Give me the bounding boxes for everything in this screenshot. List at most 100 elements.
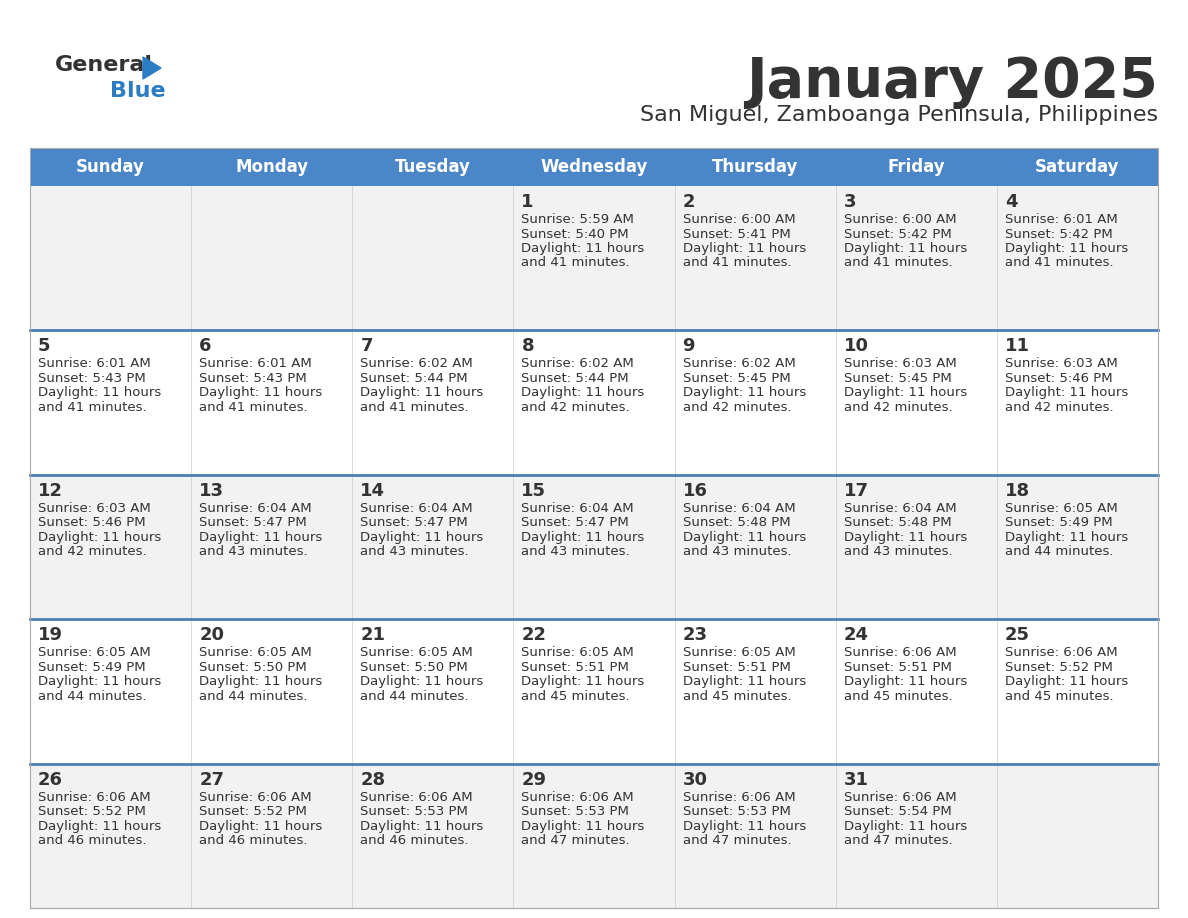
Text: Friday: Friday (887, 158, 946, 176)
Text: San Miguel, Zamboanga Peninsula, Philippines: San Miguel, Zamboanga Peninsula, Philipp… (640, 105, 1158, 125)
Text: 21: 21 (360, 626, 385, 644)
Text: Sunrise: 6:05 AM: Sunrise: 6:05 AM (1005, 502, 1118, 515)
Bar (835, 620, 997, 764)
Text: Sunrise: 6:06 AM: Sunrise: 6:06 AM (843, 790, 956, 803)
Text: Thursday: Thursday (712, 158, 798, 176)
Text: Sunrise: 6:06 AM: Sunrise: 6:06 AM (843, 646, 956, 659)
Text: and 45 minutes.: and 45 minutes. (1005, 689, 1113, 702)
Text: and 46 minutes.: and 46 minutes. (38, 834, 146, 847)
Bar (513, 148, 675, 186)
Text: Monday: Monday (235, 158, 308, 176)
Text: Sunrise: 6:01 AM: Sunrise: 6:01 AM (200, 357, 312, 370)
Text: Sunset: 5:51 PM: Sunset: 5:51 PM (683, 661, 790, 674)
Text: Daylight: 11 hours: Daylight: 11 hours (200, 676, 322, 688)
Bar (997, 186, 1158, 330)
Text: Sunset: 5:47 PM: Sunset: 5:47 PM (360, 516, 468, 530)
Text: Sunset: 5:52 PM: Sunset: 5:52 PM (1005, 661, 1113, 674)
Text: Sunrise: 6:03 AM: Sunrise: 6:03 AM (38, 502, 151, 515)
Bar (513, 475, 675, 620)
Text: and 42 minutes.: and 42 minutes. (683, 401, 791, 414)
Text: Sunrise: 6:04 AM: Sunrise: 6:04 AM (522, 502, 634, 515)
Text: and 41 minutes.: and 41 minutes. (843, 256, 953, 270)
Text: Sunrise: 6:06 AM: Sunrise: 6:06 AM (522, 790, 634, 803)
Text: and 46 minutes.: and 46 minutes. (200, 834, 308, 847)
Text: and 43 minutes.: and 43 minutes. (522, 545, 630, 558)
Bar (30, 148, 1158, 908)
Text: Daylight: 11 hours: Daylight: 11 hours (683, 820, 805, 833)
Text: 7: 7 (360, 338, 373, 355)
Text: Sunset: 5:41 PM: Sunset: 5:41 PM (683, 228, 790, 241)
Text: 18: 18 (1005, 482, 1030, 499)
Bar (513, 330, 675, 475)
Bar (513, 186, 675, 330)
Text: Sunrise: 6:05 AM: Sunrise: 6:05 AM (683, 646, 795, 659)
Text: Daylight: 11 hours: Daylight: 11 hours (683, 676, 805, 688)
Bar (30, 764, 191, 908)
Bar (675, 186, 835, 330)
Text: 28: 28 (360, 770, 385, 789)
Text: Sunset: 5:40 PM: Sunset: 5:40 PM (522, 228, 630, 241)
Text: 5: 5 (38, 338, 51, 355)
Text: 12: 12 (38, 482, 63, 499)
Text: Sunrise: 6:04 AM: Sunrise: 6:04 AM (843, 502, 956, 515)
Text: and 42 minutes.: and 42 minutes. (38, 545, 146, 558)
Bar (353, 186, 513, 330)
Text: 17: 17 (843, 482, 868, 499)
Bar (30, 330, 191, 475)
Text: Daylight: 11 hours: Daylight: 11 hours (360, 676, 484, 688)
Text: and 45 minutes.: and 45 minutes. (843, 689, 953, 702)
Text: Daylight: 11 hours: Daylight: 11 hours (38, 531, 162, 543)
Text: Sunset: 5:52 PM: Sunset: 5:52 PM (200, 805, 307, 818)
Text: 9: 9 (683, 338, 695, 355)
Text: Sunset: 5:50 PM: Sunset: 5:50 PM (360, 661, 468, 674)
Text: Daylight: 11 hours: Daylight: 11 hours (683, 242, 805, 255)
Text: Sunrise: 6:00 AM: Sunrise: 6:00 AM (683, 213, 795, 226)
Text: and 45 minutes.: and 45 minutes. (683, 689, 791, 702)
Text: Sunset: 5:46 PM: Sunset: 5:46 PM (1005, 372, 1112, 385)
Text: Sunset: 5:44 PM: Sunset: 5:44 PM (522, 372, 630, 385)
Text: Daylight: 11 hours: Daylight: 11 hours (522, 820, 645, 833)
Bar (353, 148, 513, 186)
Polygon shape (143, 57, 162, 79)
Text: Sunrise: 6:06 AM: Sunrise: 6:06 AM (683, 790, 795, 803)
Text: 8: 8 (522, 338, 535, 355)
Text: Daylight: 11 hours: Daylight: 11 hours (38, 820, 162, 833)
Text: Daylight: 11 hours: Daylight: 11 hours (522, 386, 645, 399)
Text: January 2025: January 2025 (746, 55, 1158, 109)
Bar (675, 620, 835, 764)
Bar (353, 330, 513, 475)
Text: 31: 31 (843, 770, 868, 789)
Text: and 41 minutes.: and 41 minutes. (683, 256, 791, 270)
Bar (835, 186, 997, 330)
Text: Daylight: 11 hours: Daylight: 11 hours (522, 242, 645, 255)
Text: Sunset: 5:48 PM: Sunset: 5:48 PM (683, 516, 790, 530)
Text: General: General (55, 55, 153, 75)
Text: Sunset: 5:42 PM: Sunset: 5:42 PM (843, 228, 952, 241)
Text: Sunset: 5:46 PM: Sunset: 5:46 PM (38, 516, 146, 530)
Text: and 44 minutes.: and 44 minutes. (360, 689, 469, 702)
Text: Sunrise: 6:05 AM: Sunrise: 6:05 AM (38, 646, 151, 659)
Text: Saturday: Saturday (1035, 158, 1119, 176)
Text: and 41 minutes.: and 41 minutes. (360, 401, 469, 414)
Text: 25: 25 (1005, 626, 1030, 644)
Text: 29: 29 (522, 770, 546, 789)
Text: Sunset: 5:43 PM: Sunset: 5:43 PM (200, 372, 307, 385)
Text: Sunrise: 6:03 AM: Sunrise: 6:03 AM (843, 357, 956, 370)
Bar (191, 475, 353, 620)
Text: Sunset: 5:45 PM: Sunset: 5:45 PM (683, 372, 790, 385)
Text: Daylight: 11 hours: Daylight: 11 hours (1005, 531, 1129, 543)
Text: and 43 minutes.: and 43 minutes. (360, 545, 469, 558)
Text: 16: 16 (683, 482, 708, 499)
Text: 19: 19 (38, 626, 63, 644)
Text: Sunrise: 6:04 AM: Sunrise: 6:04 AM (683, 502, 795, 515)
Bar (997, 330, 1158, 475)
Text: Daylight: 11 hours: Daylight: 11 hours (1005, 242, 1129, 255)
Text: Daylight: 11 hours: Daylight: 11 hours (1005, 676, 1129, 688)
Text: Sunset: 5:51 PM: Sunset: 5:51 PM (522, 661, 630, 674)
Text: Sunrise: 6:06 AM: Sunrise: 6:06 AM (360, 790, 473, 803)
Text: Daylight: 11 hours: Daylight: 11 hours (683, 531, 805, 543)
Text: Sunset: 5:51 PM: Sunset: 5:51 PM (843, 661, 952, 674)
Text: 2: 2 (683, 193, 695, 211)
Text: 11: 11 (1005, 338, 1030, 355)
Text: Sunset: 5:43 PM: Sunset: 5:43 PM (38, 372, 146, 385)
